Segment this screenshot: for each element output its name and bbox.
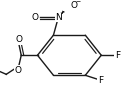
Text: F: F [98, 76, 103, 85]
Text: O: O [70, 1, 78, 10]
Text: F: F [115, 51, 120, 60]
Text: O: O [14, 66, 21, 75]
Text: +: + [59, 10, 64, 15]
Text: −: − [76, 0, 81, 4]
Text: O: O [32, 13, 39, 22]
Text: O: O [15, 35, 22, 44]
Text: N: N [55, 13, 62, 22]
